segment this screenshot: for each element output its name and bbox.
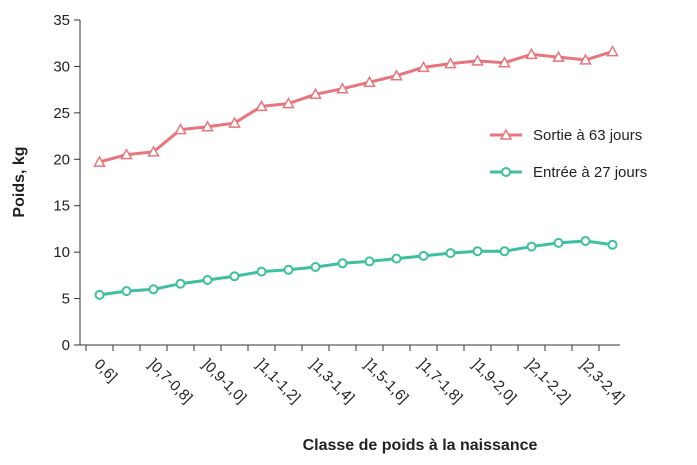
- x-tick-label: ]2,1-2,2]: [523, 356, 574, 407]
- x-tick-label: ]2,3-2,4]: [577, 356, 628, 407]
- point: [174, 123, 187, 135]
- y-tick-label: 15: [53, 198, 70, 215]
- point: [444, 57, 457, 69]
- point: [445, 248, 456, 259]
- line: [99, 50, 613, 164]
- point: [390, 69, 403, 81]
- point: [553, 237, 564, 248]
- x-tick-label: ]1,5-1,6]: [361, 356, 412, 407]
- point: [147, 145, 160, 157]
- point: [309, 87, 322, 100]
- legend-marker: [501, 167, 511, 177]
- y-tick-label: 5: [62, 291, 70, 308]
- point: [472, 246, 483, 257]
- point: [498, 56, 511, 68]
- x-tick-label: ]1,9-2,0]: [469, 356, 520, 407]
- y-axis-title: Poids, kg: [11, 146, 28, 217]
- legend-label: Sortie à 63 jours: [533, 127, 642, 144]
- point: [255, 99, 268, 112]
- x-tick-label: ]1,1-1,2]: [253, 356, 304, 407]
- point: [201, 120, 214, 132]
- point: [391, 253, 402, 264]
- x-tick-label: 0,6]: [91, 356, 121, 386]
- point: [256, 266, 267, 277]
- y-tick-label: 35: [53, 12, 70, 29]
- point: [120, 148, 133, 160]
- y-tick-label: 10: [53, 244, 70, 261]
- point: [471, 54, 484, 66]
- point: [202, 275, 213, 285]
- point: [526, 241, 537, 252]
- point: [148, 284, 159, 295]
- point: [579, 53, 592, 65]
- point: [552, 50, 565, 62]
- point: [418, 250, 429, 261]
- x-tick-label: ]0,7-0,8]: [145, 356, 196, 407]
- y-tick-label: 0: [62, 337, 70, 354]
- x-tick-label: ]0,9-1,0]: [199, 356, 250, 407]
- x-tick-label: ]1,7-1,8]: [415, 356, 466, 407]
- legend-label: Entrée à 27 jours: [533, 164, 647, 181]
- point: [606, 45, 619, 57]
- point: [283, 264, 294, 275]
- point: [121, 286, 132, 297]
- point: [229, 271, 240, 282]
- point: [364, 256, 375, 267]
- point: [175, 278, 186, 289]
- y-tick-label: 30: [53, 58, 70, 75]
- x-tick-label: ]1,3-1,4]: [307, 356, 358, 407]
- point: [310, 262, 321, 272]
- legend-marker: [499, 128, 513, 140]
- point: [417, 60, 430, 73]
- point: [228, 116, 241, 128]
- point: [336, 82, 349, 94]
- x-axis-title: Classe de poids à la naissance: [303, 437, 538, 454]
- point: [580, 236, 591, 246]
- point: [525, 47, 538, 60]
- y-tick-label: 25: [53, 105, 70, 122]
- point: [93, 155, 106, 167]
- point: [499, 246, 510, 257]
- point: [607, 239, 618, 250]
- point: [363, 75, 376, 87]
- point: [337, 258, 348, 269]
- point: [282, 97, 295, 109]
- y-tick-label: 20: [53, 151, 70, 168]
- point: [94, 289, 105, 300]
